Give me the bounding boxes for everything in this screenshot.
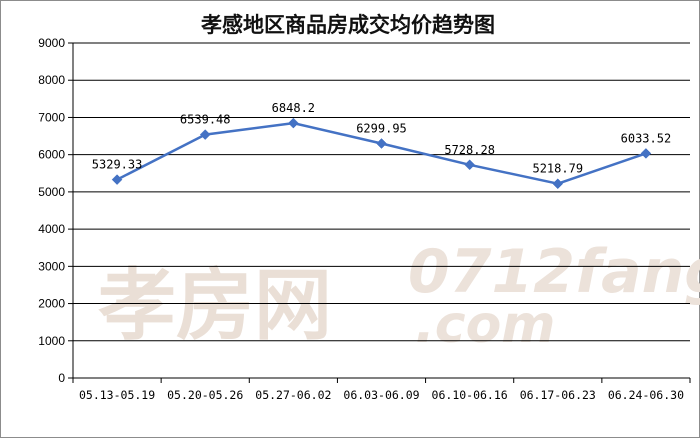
chart-title: 孝感地区商品房成交均价趋势图 [201,13,495,37]
data-label: 6033.52 [621,131,672,145]
data-label: 6299.95 [356,122,407,136]
data-point-marker [111,174,123,185]
x-tick-label: 05.20-05.26 [167,388,243,402]
watermark-domain-top: 0712fang [408,237,700,307]
data-label: 6539.48 [180,113,231,127]
data-point-marker [464,159,475,171]
y-axis-ticks: 0 1000 2000 3000 4000 5000 6000 7000 8000 9000 [38,36,73,385]
axes [72,43,690,379]
x-tick-label: 05.13-05.19 [79,388,155,402]
watermark: 孝房网 0712fang .com [98,237,700,355]
data-label: 6848.2 [272,101,315,115]
y-tick-label: 1000 [38,334,65,348]
y-tick-label: 4000 [38,222,65,236]
x-tick-label: 06.03-06.09 [343,388,419,402]
data-label: 5728.28 [444,143,495,157]
data-labels: 5329.33 6539.48 6848.2 6299.95 5728.28 5218.7… [92,101,671,176]
gridlines [73,42,690,342]
x-tick-label: 06.10-06.16 [432,388,508,402]
data-point-marker [640,148,652,159]
data-label: 5329.33 [92,158,143,172]
y-tick-label: 8000 [38,73,65,87]
y-tick-label: 9000 [38,36,65,50]
data-point-marker [288,117,299,129]
y-tick-label: 6000 [38,148,65,162]
data-label: 5218.79 [532,162,583,176]
data-point-marker [552,178,564,190]
watermark-domain-bottom: .com [415,295,556,355]
x-tick-label: 05.27-06.02 [255,388,331,402]
y-tick-label: 7000 [38,110,65,124]
watermark-logo-text: 孝房网 [98,261,332,351]
x-axis-ticks: 05.13-05.19 05.20-05.26 05.27-06.02 06.03-0… [72,378,691,402]
series-line [111,117,652,190]
y-tick-label: 0 [58,371,65,385]
y-tick-label: 2000 [38,297,65,311]
data-point-marker [199,129,211,140]
data-point-marker [376,138,387,149]
y-tick-label: 3000 [38,259,65,273]
x-tick-label: 06.17-06.23 [520,388,596,402]
x-tick-label: 06.24-06.30 [608,388,684,402]
y-tick-label: 5000 [38,185,65,199]
